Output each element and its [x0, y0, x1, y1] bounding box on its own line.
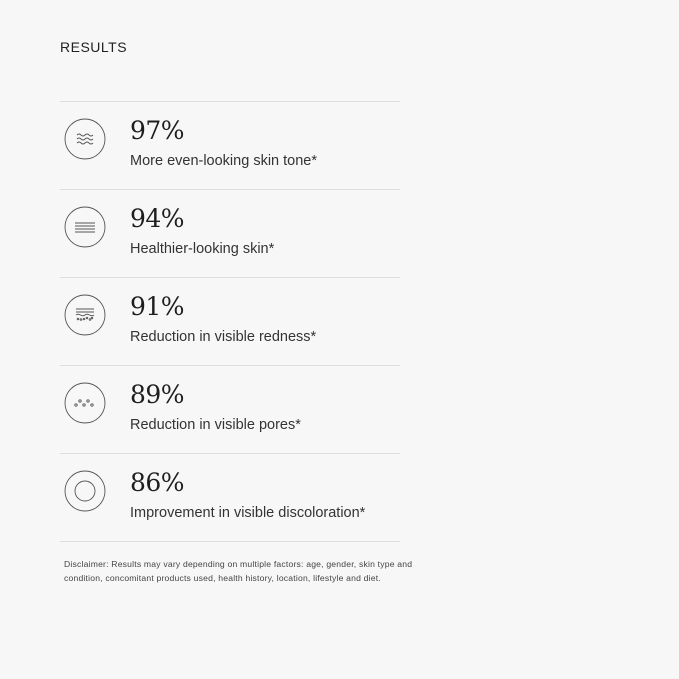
waves-icon: [64, 118, 106, 160]
redness-icon: [64, 294, 106, 336]
result-label: Reduction in visible redness*: [130, 329, 317, 345]
result-percent: 97%: [130, 116, 185, 145]
result-item: 86% Improvement in visible discoloration…: [60, 454, 400, 542]
result-item: 94% Healthier-looking skin*: [60, 190, 400, 278]
result-percent: 86%: [130, 468, 185, 497]
section-title: RESULTS: [60, 39, 128, 55]
result-percent: 94%: [130, 204, 185, 233]
result-label: Healthier-looking skin*: [130, 241, 275, 257]
result-percent: 91%: [130, 292, 185, 321]
result-percent: 89%: [130, 380, 185, 409]
lines-icon: [64, 206, 106, 248]
result-label: Improvement in visible discoloration*: [130, 505, 366, 521]
result-label: Reduction in visible pores*: [130, 417, 301, 433]
pores-icon: [64, 382, 106, 424]
result-item: 97% More even-looking skin tone*: [60, 102, 400, 190]
result-label: More even-looking skin tone*: [130, 153, 317, 169]
result-item: 89% Reduction in visible pores*: [60, 366, 400, 454]
disclaimer: Disclaimer: Results may vary depending o…: [64, 559, 413, 583]
result-item: 91% Reduction in visible redness*: [60, 278, 400, 366]
ring-icon: [64, 470, 106, 512]
results-list: 97% More even-looking skin tone* 94% Hea…: [60, 101, 400, 542]
